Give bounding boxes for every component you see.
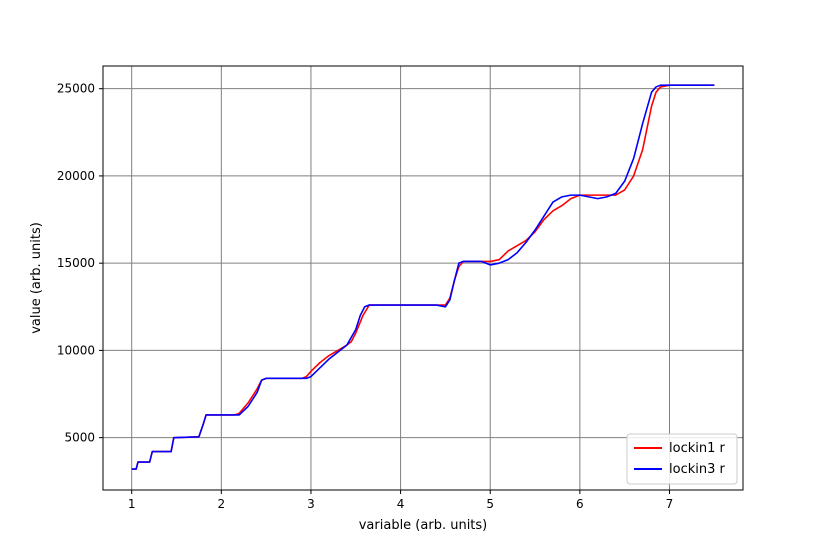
y-axis-label: value (arb. units) xyxy=(29,222,44,334)
series-line-2 xyxy=(131,84,715,470)
axis-ticks: 1 2 3 4 5 6 7 5000 10000 15000 20000 25000 xyxy=(57,82,674,511)
series-line-1 xyxy=(131,84,715,470)
y-tick-label: 5000 xyxy=(64,431,95,445)
grid-lines xyxy=(103,66,743,490)
x-tick-label: 4 xyxy=(397,497,405,511)
y-tick-label: 25000 xyxy=(57,82,95,96)
y-tick-label: 10000 xyxy=(57,343,95,357)
plot-frame xyxy=(102,65,744,491)
x-tick-label: 1 xyxy=(128,497,136,511)
x-axis-label: variable (arb. units) xyxy=(359,518,488,533)
x-tick-label: 5 xyxy=(486,497,494,511)
legend: lockin1 r lockin3 r xyxy=(626,433,738,485)
x-tick-label: 7 xyxy=(666,497,674,511)
y-tick-label: 20000 xyxy=(57,169,95,183)
legend-box xyxy=(626,433,738,485)
x-tick-label: 3 xyxy=(307,497,315,511)
legend-label-1: lockin1 r xyxy=(669,441,725,456)
y-tick-label: 15000 xyxy=(57,256,95,270)
legend-label-2: lockin3 r xyxy=(669,462,725,477)
x-tick-label: 6 xyxy=(576,497,584,511)
series-lines xyxy=(131,84,715,470)
x-tick-label: 2 xyxy=(217,497,225,511)
